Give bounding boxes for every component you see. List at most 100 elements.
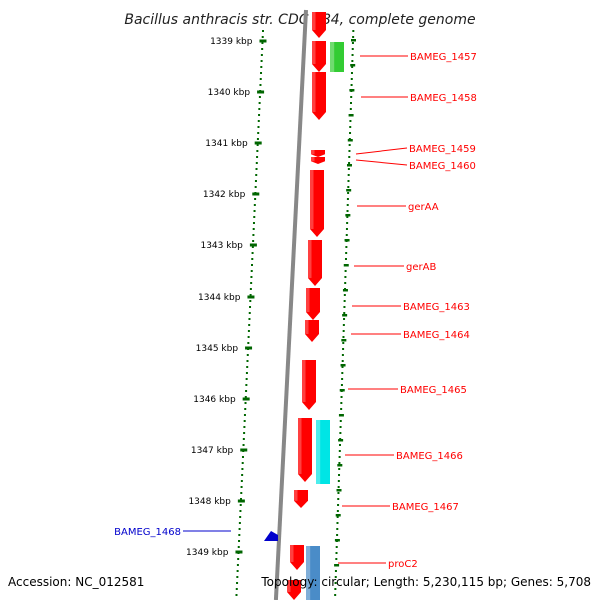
guide-dot bbox=[249, 300, 252, 302]
kbp-tick bbox=[245, 346, 253, 350]
gene-arrow[interactable] bbox=[302, 360, 316, 410]
gene-label-group[interactable]: BAMEG_1457 bbox=[360, 52, 477, 63]
guide-dot bbox=[254, 186, 257, 188]
kbp-tick bbox=[247, 295, 255, 299]
gene-arrow[interactable] bbox=[305, 320, 319, 342]
gene-label[interactable]: BAMEG_1465 bbox=[400, 385, 467, 396]
guide-dot bbox=[252, 222, 255, 224]
reverse-gene-marker[interactable] bbox=[264, 531, 278, 541]
gene-label[interactable]: gerAB bbox=[406, 262, 436, 273]
feature-shine bbox=[312, 12, 316, 30]
gene-arrow[interactable] bbox=[311, 150, 325, 157]
guide-dot bbox=[245, 384, 248, 386]
feature-shine bbox=[294, 490, 298, 501]
minor-tick bbox=[346, 189, 352, 192]
gene-label[interactable]: proC2 bbox=[388, 559, 418, 570]
gene-arrow[interactable] bbox=[312, 41, 326, 72]
gene-label-group[interactable]: gerAB bbox=[354, 262, 436, 273]
feature-shine bbox=[298, 418, 302, 474]
gene-label[interactable]: BAMEG_1468 bbox=[114, 527, 181, 538]
gene-arrow[interactable] bbox=[311, 157, 325, 164]
gene-arrow[interactable] bbox=[312, 72, 326, 120]
gene-label-group[interactable]: BAMEG_1467 bbox=[342, 502, 459, 513]
guide-dot bbox=[337, 504, 340, 506]
steelblue-feature[interactable] bbox=[306, 546, 320, 600]
guide-dot bbox=[338, 444, 341, 446]
guide-dot bbox=[251, 258, 254, 260]
gene-label[interactable]: BAMEG_1464 bbox=[403, 330, 470, 341]
gene-arrow[interactable] bbox=[290, 545, 304, 570]
guide-dot bbox=[257, 120, 260, 122]
guide-dot bbox=[243, 414, 246, 416]
guide-dot bbox=[338, 474, 341, 476]
guide-dot bbox=[239, 516, 242, 518]
feature-body bbox=[306, 546, 320, 600]
gene-label-group[interactable]: BAMEG_1460 bbox=[355, 159, 476, 172]
gene-label-group[interactable]: BAMEG_1459 bbox=[355, 144, 476, 155]
gene-label[interactable]: gerAA bbox=[408, 202, 439, 213]
guide-dot bbox=[336, 522, 339, 524]
guide-dot bbox=[239, 510, 242, 512]
guide-dot bbox=[351, 54, 354, 56]
gene-label[interactable]: BAMEG_1463 bbox=[403, 302, 470, 313]
gene-label-group[interactable]: BAMEG_1463 bbox=[352, 302, 470, 313]
guide-dot bbox=[254, 180, 257, 182]
guide-dot bbox=[351, 42, 354, 44]
guide-dot bbox=[346, 216, 349, 218]
guide-dot bbox=[351, 48, 354, 50]
guide-dot bbox=[347, 174, 350, 176]
guide-dot bbox=[340, 396, 343, 398]
feature-body bbox=[316, 420, 330, 484]
guide-dot bbox=[338, 450, 341, 452]
guide-dot bbox=[260, 54, 263, 56]
guide-dot bbox=[244, 402, 247, 404]
guide-dot bbox=[238, 528, 241, 530]
kbp-tick bbox=[237, 499, 245, 503]
guide-dot bbox=[235, 588, 238, 590]
guide-dot bbox=[253, 216, 256, 218]
gene-label-group[interactable]: BAMEG_1458 bbox=[361, 93, 477, 104]
gene-arrow[interactable] bbox=[298, 418, 312, 482]
gene-label[interactable]: BAMEG_1467 bbox=[392, 502, 459, 513]
accession-text: Accession: NC_012581 bbox=[8, 575, 144, 589]
kbp-tick-label: 1348 kbp bbox=[188, 497, 231, 507]
guide-dot bbox=[245, 390, 248, 392]
guide-dot bbox=[248, 318, 251, 320]
guide-dot bbox=[261, 48, 264, 50]
guide-dot bbox=[249, 288, 252, 290]
minor-tick bbox=[336, 489, 342, 492]
gene-label[interactable]: BAMEG_1457 bbox=[410, 52, 477, 63]
gene-label[interactable]: BAMEG_1460 bbox=[409, 161, 476, 172]
feature-body bbox=[312, 41, 326, 72]
gene-arrow[interactable] bbox=[294, 490, 308, 508]
guide-dot bbox=[254, 198, 257, 200]
feature-body bbox=[310, 170, 324, 237]
gene-labels: BAMEG_1457 BAMEG_1458 BAMEG_1459 BAMEG_1460… bbox=[114, 52, 477, 570]
guide-dot bbox=[349, 120, 352, 122]
gene-arrow[interactable] bbox=[308, 240, 322, 286]
gene-arrow[interactable] bbox=[312, 12, 326, 38]
gene-arrow[interactable] bbox=[306, 288, 320, 320]
minor-tick bbox=[338, 439, 344, 442]
gene-label[interactable]: BAMEG_1459 bbox=[409, 144, 476, 155]
guide-dot bbox=[252, 240, 255, 242]
gene-label-group[interactable]: BAMEG_1468 bbox=[114, 527, 231, 538]
gene-label-group[interactable]: gerAA bbox=[357, 202, 439, 213]
green-feature[interactable] bbox=[330, 42, 344, 72]
gene-label[interactable]: BAMEG_1466 bbox=[396, 451, 463, 462]
cyan-feature[interactable] bbox=[316, 420, 330, 484]
guide-dot bbox=[346, 204, 349, 206]
gene-label-group[interactable]: proC2 bbox=[338, 559, 418, 570]
gene-label-group[interactable]: BAMEG_1464 bbox=[351, 330, 470, 341]
map-title: Bacillus anthracis str. CDC 684, complet… bbox=[124, 12, 475, 28]
guide-dot bbox=[336, 510, 339, 512]
gene-label-group[interactable]: BAMEG_1466 bbox=[345, 451, 463, 462]
gene-arrow[interactable] bbox=[287, 580, 301, 600]
guide-dot bbox=[340, 408, 343, 410]
gene-arrow[interactable] bbox=[310, 170, 324, 237]
kbp-tick-label: 1341 kbp bbox=[205, 139, 248, 149]
guide-dot bbox=[241, 456, 244, 458]
gene-label-group[interactable]: BAMEG_1465 bbox=[348, 385, 467, 396]
feature-body bbox=[306, 288, 320, 320]
gene-label[interactable]: BAMEG_1458 bbox=[410, 93, 477, 104]
